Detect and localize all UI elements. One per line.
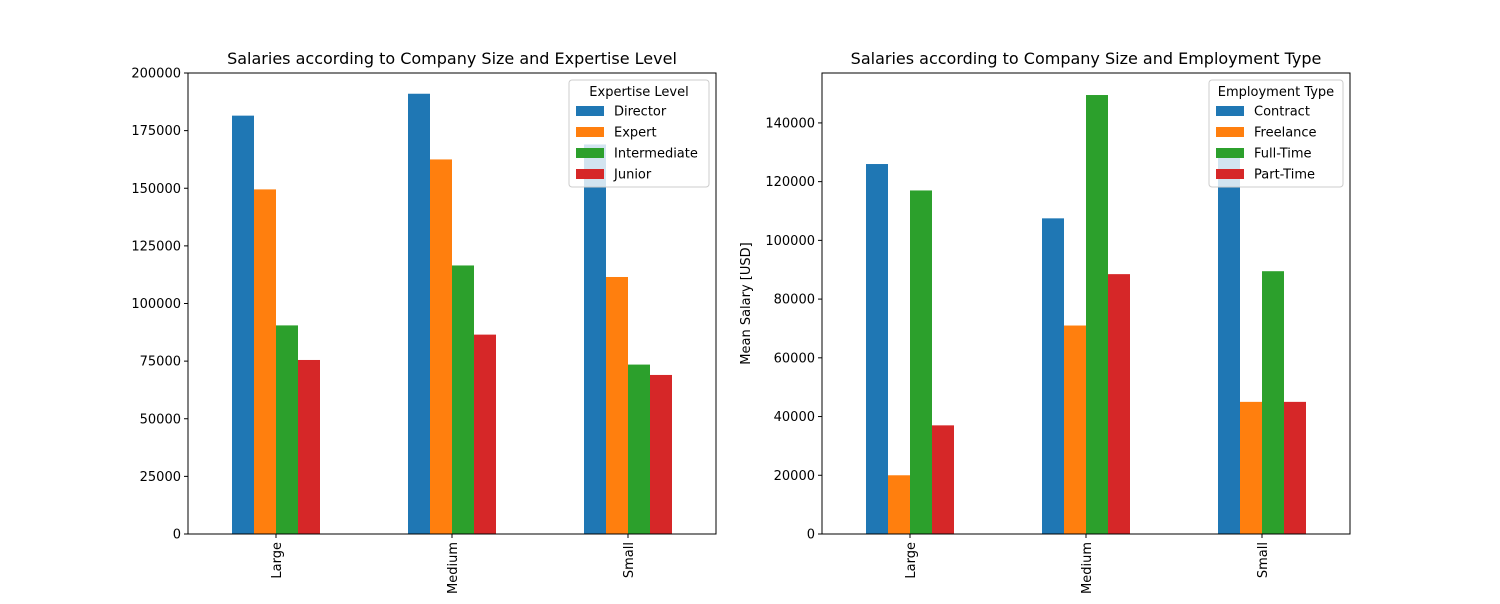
bar-expert-large [254, 189, 276, 534]
bar-director-small [584, 144, 606, 534]
legend-swatch-director [576, 106, 604, 116]
y-tick-label: 50000 [140, 412, 181, 427]
legend-title: Employment Type [1218, 85, 1334, 100]
bar-expert-small [606, 276, 628, 534]
bar-junior-small [650, 374, 672, 534]
bar-intermediate-large [276, 325, 298, 534]
x-tick-label: Medium [446, 542, 461, 594]
x-tick-label: Large [904, 542, 919, 579]
bar-junior-medium [474, 334, 496, 534]
bar-intermediate-medium [452, 265, 474, 534]
bar-full-time-medium [1086, 95, 1108, 535]
legend-label-part-time: Part-Time [1254, 168, 1315, 183]
bar-director-medium [408, 93, 430, 535]
bar-contract-large [866, 164, 888, 534]
bar-freelance-medium [1064, 325, 1086, 534]
y-tick-label: 100000 [131, 297, 181, 312]
y-tick-label: 25000 [140, 470, 181, 485]
bar-expert-medium [430, 159, 452, 534]
y-axis-label: Mean Salary [USD] [739, 242, 754, 364]
y-tick-label: 120000 [765, 175, 815, 190]
chart-panel-2: 0 20000 40000 60000 80000 100000 120000 140000 L… [739, 49, 1351, 594]
x-tick-label: Large [270, 542, 285, 579]
legend-swatch-intermediate [576, 148, 604, 158]
y-tick-label: 75000 [140, 355, 181, 370]
bar-contract-small [1218, 155, 1240, 535]
bar-freelance-small [1240, 401, 1262, 534]
legend-swatch-contract [1216, 106, 1244, 116]
legend-label-freelance: Freelance [1254, 126, 1317, 141]
chart-title: Salaries according to Company Size and E… [851, 49, 1322, 68]
legend-swatch-part-time [1216, 169, 1244, 179]
y-tick-label: 20000 [774, 469, 815, 484]
legend-swatch-expert [576, 127, 604, 137]
y-tick-label: 140000 [765, 116, 815, 131]
x-tick-label: Medium [1080, 542, 1095, 594]
y-tick-label: 40000 [774, 410, 815, 425]
legend: Expertise Level Director Expert Intermediat… [568, 79, 710, 188]
bar-part-time-medium [1108, 274, 1130, 534]
chart-title: Salaries according to Company Size and E… [227, 49, 677, 68]
y-tick-label: 0 [173, 528, 181, 543]
bar-freelance-large [888, 475, 910, 534]
y-tick-label: 125000 [131, 239, 181, 254]
legend-swatch-freelance [1216, 127, 1244, 137]
bar-contract-medium [1042, 218, 1064, 534]
legend-label-junior: Junior [613, 168, 652, 183]
y-tick-label: 80000 [774, 293, 815, 308]
legend-title: Expertise Level [589, 85, 688, 100]
y-tick-label: 0 [807, 528, 815, 543]
x-tick-label: Small [622, 542, 637, 578]
legend-label-expert: Expert [614, 126, 657, 141]
legend-label-intermediate: Intermediate [614, 147, 698, 162]
bar-junior-large [298, 359, 320, 534]
y-tick-label: 100000 [765, 234, 815, 249]
y-tick-label: 150000 [131, 182, 181, 197]
legend-label-full-time: Full-Time [1254, 147, 1312, 162]
bar-part-time-large [932, 425, 954, 534]
legend-swatch-full-time [1216, 148, 1244, 158]
chart-panel-1: 0 25000 50000 75000 100000 125000 150000 175000… [131, 49, 717, 594]
legend-label-contract: Contract [1254, 105, 1310, 120]
y-tick-label: 200000 [131, 67, 181, 82]
legend-swatch-junior [576, 169, 604, 179]
bar-full-time-large [910, 190, 932, 535]
y-tick-label: 60000 [774, 351, 815, 366]
bar-director-large [232, 115, 254, 534]
x-tick-label: Small [1256, 542, 1271, 578]
bar-part-time-small [1284, 401, 1306, 534]
bar-intermediate-small [628, 364, 650, 534]
legend-label-director: Director [614, 105, 667, 120]
bar-full-time-small [1262, 271, 1284, 534]
legend: Employment Type Contract Freelance Full-Tim… [1208, 79, 1344, 188]
y-tick-label: 175000 [131, 124, 181, 139]
